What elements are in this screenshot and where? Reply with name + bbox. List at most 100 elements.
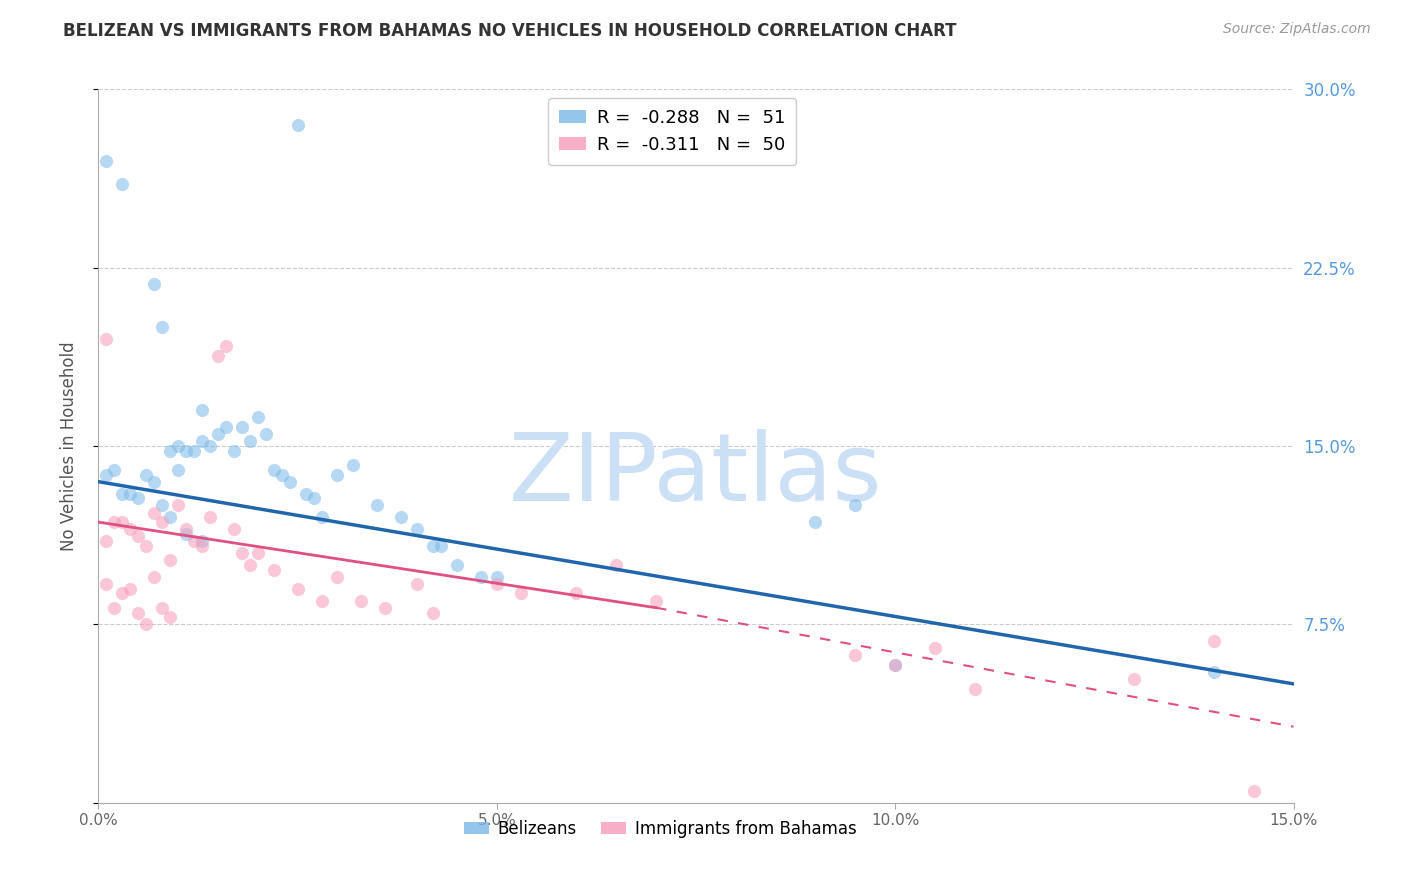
- Point: [150, 515, 173, 529]
- Point: [191, 434, 214, 449]
- Point: [150, 320, 173, 334]
- Point: [167, 463, 190, 477]
- Point: [406, 522, 429, 536]
- Point: [191, 403, 214, 417]
- Point: [135, 467, 157, 482]
- Point: [485, 577, 508, 591]
- Point: [120, 522, 142, 536]
- Text: BELIZEAN VS IMMIGRANTS FROM BAHAMAS NO VEHICLES IN HOUSEHOLD CORRELATION CHART: BELIZEAN VS IMMIGRANTS FROM BAHAMAS NO V…: [63, 22, 956, 40]
- Point: [254, 427, 277, 442]
- Point: [111, 515, 134, 529]
- Point: [1123, 672, 1146, 686]
- Point: [111, 486, 134, 500]
- Point: [143, 277, 166, 292]
- Point: [207, 427, 229, 442]
- Point: [159, 510, 181, 524]
- Text: ZIPatlas: ZIPatlas: [509, 428, 883, 521]
- Point: [120, 486, 142, 500]
- Point: [191, 534, 214, 549]
- Point: [207, 349, 229, 363]
- Point: [645, 593, 668, 607]
- Y-axis label: No Vehicles in Household: No Vehicles in Household: [59, 341, 77, 551]
- Point: [287, 118, 309, 132]
- Point: [422, 606, 444, 620]
- Point: [287, 582, 309, 596]
- Point: [215, 420, 238, 434]
- Point: [167, 499, 190, 513]
- Point: [565, 586, 588, 600]
- Point: [884, 657, 907, 672]
- Point: [430, 539, 453, 553]
- Legend: Belizeans, Immigrants from Bahamas: Belizeans, Immigrants from Bahamas: [457, 814, 863, 845]
- Point: [270, 467, 292, 482]
- Point: [1202, 634, 1225, 648]
- Point: [103, 463, 125, 477]
- Point: [143, 506, 166, 520]
- Point: [302, 491, 325, 506]
- Point: [174, 522, 197, 536]
- Point: [135, 617, 157, 632]
- Point: [215, 339, 238, 353]
- Point: [222, 443, 245, 458]
- Point: [924, 641, 946, 656]
- Point: [103, 600, 125, 615]
- Point: [120, 582, 142, 596]
- Point: [246, 410, 269, 425]
- Point: [1243, 784, 1265, 798]
- Point: [963, 681, 986, 696]
- Point: [150, 499, 173, 513]
- Point: [111, 178, 134, 192]
- Point: [342, 458, 364, 472]
- Point: [509, 586, 531, 600]
- Point: [1202, 665, 1225, 679]
- Point: [844, 648, 866, 663]
- Point: [485, 570, 508, 584]
- Point: [884, 657, 907, 672]
- Point: [135, 539, 157, 553]
- Point: [406, 577, 429, 591]
- Point: [366, 499, 388, 513]
- Point: [231, 420, 253, 434]
- Point: [311, 593, 333, 607]
- Point: [263, 563, 285, 577]
- Point: [174, 527, 197, 541]
- Point: [150, 600, 173, 615]
- Point: [96, 467, 118, 482]
- Point: [96, 332, 118, 346]
- Point: [222, 522, 245, 536]
- Point: [191, 539, 214, 553]
- Point: [844, 499, 866, 513]
- Point: [143, 475, 166, 489]
- Point: [422, 539, 444, 553]
- Point: [198, 510, 221, 524]
- Point: [96, 577, 118, 591]
- Point: [111, 586, 134, 600]
- Point: [326, 467, 349, 482]
- Point: [239, 434, 262, 449]
- Point: [263, 463, 285, 477]
- Point: [374, 600, 396, 615]
- Point: [183, 443, 205, 458]
- Point: [96, 534, 118, 549]
- Point: [174, 443, 197, 458]
- Point: [127, 606, 149, 620]
- Point: [183, 534, 205, 549]
- Point: [239, 558, 262, 572]
- Point: [143, 570, 166, 584]
- Point: [127, 491, 149, 506]
- Point: [167, 439, 190, 453]
- Text: Source: ZipAtlas.com: Source: ZipAtlas.com: [1223, 22, 1371, 37]
- Point: [159, 443, 181, 458]
- Point: [159, 610, 181, 624]
- Point: [103, 515, 125, 529]
- Point: [278, 475, 301, 489]
- Point: [804, 515, 827, 529]
- Point: [198, 439, 221, 453]
- Point: [470, 570, 492, 584]
- Point: [159, 553, 181, 567]
- Point: [231, 546, 253, 560]
- Point: [350, 593, 373, 607]
- Point: [326, 570, 349, 584]
- Point: [311, 510, 333, 524]
- Point: [96, 153, 118, 168]
